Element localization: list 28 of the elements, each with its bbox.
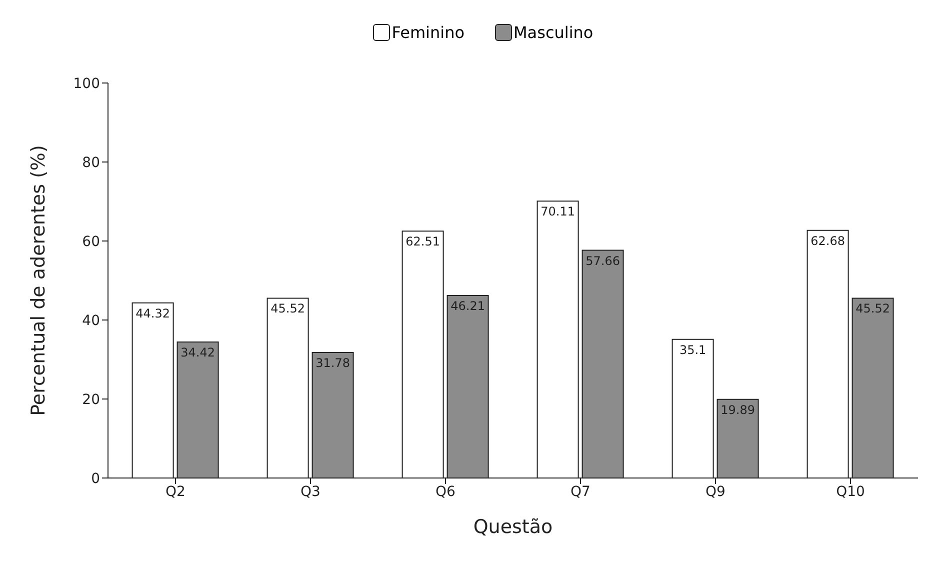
y-tick-label: 100 bbox=[73, 76, 100, 92]
legend-label: Feminino bbox=[390, 23, 464, 42]
data-label: 31.78 bbox=[316, 356, 350, 370]
x-tick-label: Q3 bbox=[300, 484, 320, 500]
x-tick-label: Q6 bbox=[436, 484, 456, 500]
data-label: 62.51 bbox=[406, 234, 440, 249]
y-tick-label: 80 bbox=[82, 154, 100, 171]
data-label: 45.52 bbox=[270, 302, 305, 316]
data-label: 46.21 bbox=[450, 298, 485, 313]
data-label: 57.66 bbox=[586, 254, 620, 268]
data-label: 19.89 bbox=[720, 402, 755, 417]
x-tick-label: Q10 bbox=[836, 484, 865, 500]
x-tick-label: Q2 bbox=[166, 484, 186, 500]
y-tick-label: 40 bbox=[82, 312, 100, 329]
data-label: 45.52 bbox=[856, 302, 890, 316]
y-tick-label: 20 bbox=[82, 392, 100, 408]
data-label: 35.1 bbox=[679, 342, 706, 357]
y-tick-label: 0 bbox=[91, 470, 100, 487]
legend-label: Masculino bbox=[512, 23, 594, 42]
data-label: 34.42 bbox=[180, 346, 215, 360]
y-axis-title: Percentual de aderentes (%) bbox=[28, 145, 50, 416]
x-tick-label: Q9 bbox=[706, 484, 726, 500]
data-label: 44.32 bbox=[136, 306, 170, 320]
data-label: 70.11 bbox=[540, 204, 575, 219]
x-axis-title: Questão bbox=[473, 516, 553, 538]
x-tick-label: Q7 bbox=[570, 484, 590, 500]
y-tick-label: 60 bbox=[82, 234, 100, 250]
data-label: 62.68 bbox=[810, 234, 845, 248]
